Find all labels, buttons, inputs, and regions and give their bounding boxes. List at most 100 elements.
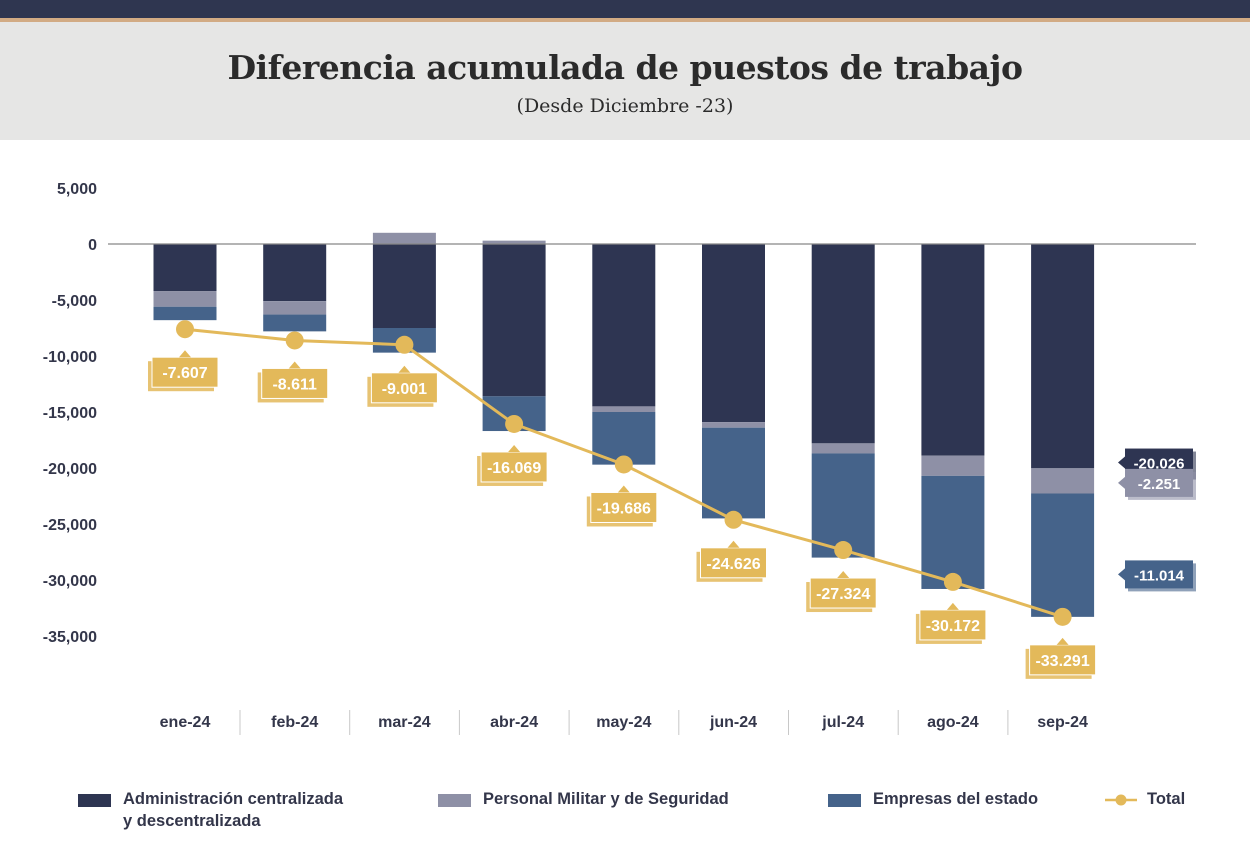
y-tick-label: -20,000 xyxy=(43,461,97,478)
total-label-box xyxy=(370,372,438,404)
total-label-pointer xyxy=(508,444,521,452)
bar-admin-abr-24 xyxy=(482,244,546,397)
legend-label: Administración centralizada xyxy=(123,790,344,808)
total-label-pointer xyxy=(617,485,630,493)
legend: Administración centralizada y descentrali… xyxy=(78,790,1218,840)
total-label: -24.626 xyxy=(706,556,760,573)
legend-line-icon xyxy=(1105,794,1137,806)
total-label: -9.001 xyxy=(382,381,427,398)
bar-admin-jul-24 xyxy=(811,244,875,444)
total-label-box xyxy=(700,547,767,579)
total-point xyxy=(614,455,633,474)
legend-label: Total xyxy=(1147,790,1186,808)
end-label-box-militar xyxy=(1125,468,1193,497)
bar-admin-may-24 xyxy=(592,244,656,407)
legend-item-admin: Administración centralizada y descentrali… xyxy=(78,790,343,831)
total-label: -27.324 xyxy=(816,586,870,603)
legend-swatch-admin xyxy=(78,794,111,807)
accent-line xyxy=(0,18,1250,22)
x-tick-label: mar-24 xyxy=(378,714,431,731)
legend-swatch-militar xyxy=(438,794,471,807)
total-label-box xyxy=(480,451,548,483)
end-label-admin: -20.026 xyxy=(1134,456,1185,473)
total-label-box xyxy=(809,577,877,609)
x-tick-label: may-24 xyxy=(596,714,651,731)
bar-admin-sep-24 xyxy=(1031,244,1095,469)
legend-swatch-empresas xyxy=(828,794,861,807)
chart-header: Diferencia acumulada de puestos de traba… xyxy=(0,22,1250,140)
total-label-box xyxy=(1029,644,1097,676)
total-label: -7.607 xyxy=(162,365,207,382)
end-label-militar: -2.251 xyxy=(1138,476,1181,493)
total-label: -33.291 xyxy=(1035,653,1089,670)
top-bar xyxy=(0,0,1250,18)
chart-title: Diferencia acumulada de puestos de traba… xyxy=(227,48,1023,87)
bar-militar-may-24 xyxy=(592,406,656,412)
total-label-pointer xyxy=(946,602,959,610)
y-tick-label: -10,000 xyxy=(43,349,97,366)
total-point xyxy=(505,414,524,433)
legend-label: Personal Militar y de Seguridad xyxy=(483,790,729,808)
total-label-pointer xyxy=(398,365,411,373)
bar-admin-feb-24 xyxy=(263,244,327,302)
total-label: -30.172 xyxy=(926,618,980,635)
y-tick-label: -25,000 xyxy=(43,517,97,534)
y-tick-label: -35,000 xyxy=(43,629,97,646)
bar-militar-ago-24 xyxy=(921,455,985,476)
y-tick-label: 5,000 xyxy=(57,181,97,198)
bar-admin-ago-24 xyxy=(921,244,985,456)
x-tick-label: abr-24 xyxy=(490,714,538,731)
y-tick-label: -5,000 xyxy=(52,293,97,310)
bar-empresas-sep-24 xyxy=(1031,493,1095,617)
end-label-empresas: -11.014 xyxy=(1134,567,1185,584)
end-label-pointer xyxy=(1118,456,1125,469)
total-label: -16.069 xyxy=(487,460,541,477)
total-point xyxy=(724,510,743,529)
y-tick-label: -15,000 xyxy=(43,405,97,422)
bar-admin-jun-24 xyxy=(702,244,765,423)
bar-militar-ene-24 xyxy=(153,291,217,307)
legend-label: Empresas del estado xyxy=(873,790,1039,808)
total-label-pointer xyxy=(837,571,850,579)
total-point xyxy=(1053,607,1072,626)
bar-admin-ene-24 xyxy=(153,244,217,292)
total-label-pointer xyxy=(1056,637,1069,645)
x-tick-label: feb-24 xyxy=(271,714,318,731)
bar-empresas-jun-24 xyxy=(702,427,765,519)
end-label-pointer xyxy=(1118,476,1125,489)
legend-label-line2: y descentralizada xyxy=(123,812,261,830)
total-label-box xyxy=(261,367,329,399)
total-point xyxy=(176,320,194,339)
bar-militar-mar-24 xyxy=(372,232,436,244)
total-label-box xyxy=(919,609,987,641)
chart-area: 5,000 0 -5,000 -10,000 -15,000 -20,000 -25,000… xyxy=(43,181,1196,735)
x-tick-label: ene-24 xyxy=(160,714,211,731)
total-point xyxy=(834,541,853,560)
total-label-pointer xyxy=(179,350,191,358)
legend-item-total: Total xyxy=(1103,790,1185,810)
bar-militar-feb-24 xyxy=(263,301,327,315)
total-label-pointer xyxy=(727,540,740,548)
bar-empresas-ene-24 xyxy=(153,306,217,321)
total-point xyxy=(285,331,304,350)
y-tick-label: 0 xyxy=(88,237,97,254)
total-label-pointer xyxy=(288,361,301,369)
bar-militar-abr-24 xyxy=(482,240,546,244)
bar-militar-jul-24 xyxy=(811,443,875,454)
chart-subtitle: (Desde Diciembre -23) xyxy=(516,95,734,117)
bar-empresas-feb-24 xyxy=(263,314,327,332)
x-tick-label: ago-24 xyxy=(927,714,979,731)
end-label-pointer xyxy=(1118,568,1125,581)
bar-militar-sep-24 xyxy=(1031,468,1095,494)
x-tick-label: sep-24 xyxy=(1037,714,1088,731)
end-label-box-empresas xyxy=(1125,560,1193,589)
bar-empresas-jul-24 xyxy=(811,453,875,558)
legend-item-empresas: Empresas del estado xyxy=(828,790,1038,809)
total-label: -8.611 xyxy=(272,376,317,393)
bar-admin-mar-24 xyxy=(372,244,436,328)
total-label: -19.686 xyxy=(597,500,651,517)
x-tick-label: jul-24 xyxy=(821,714,864,731)
total-point xyxy=(943,572,962,591)
total-point xyxy=(395,335,414,354)
legend-item-militar: Personal Militar y de Seguridad xyxy=(438,790,729,809)
